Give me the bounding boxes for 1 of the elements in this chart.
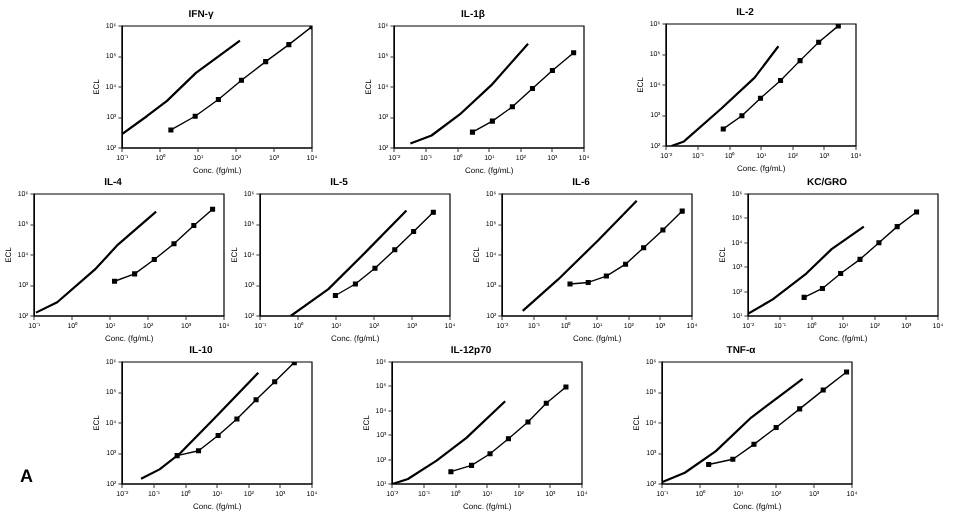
text: A [20,466,33,486]
